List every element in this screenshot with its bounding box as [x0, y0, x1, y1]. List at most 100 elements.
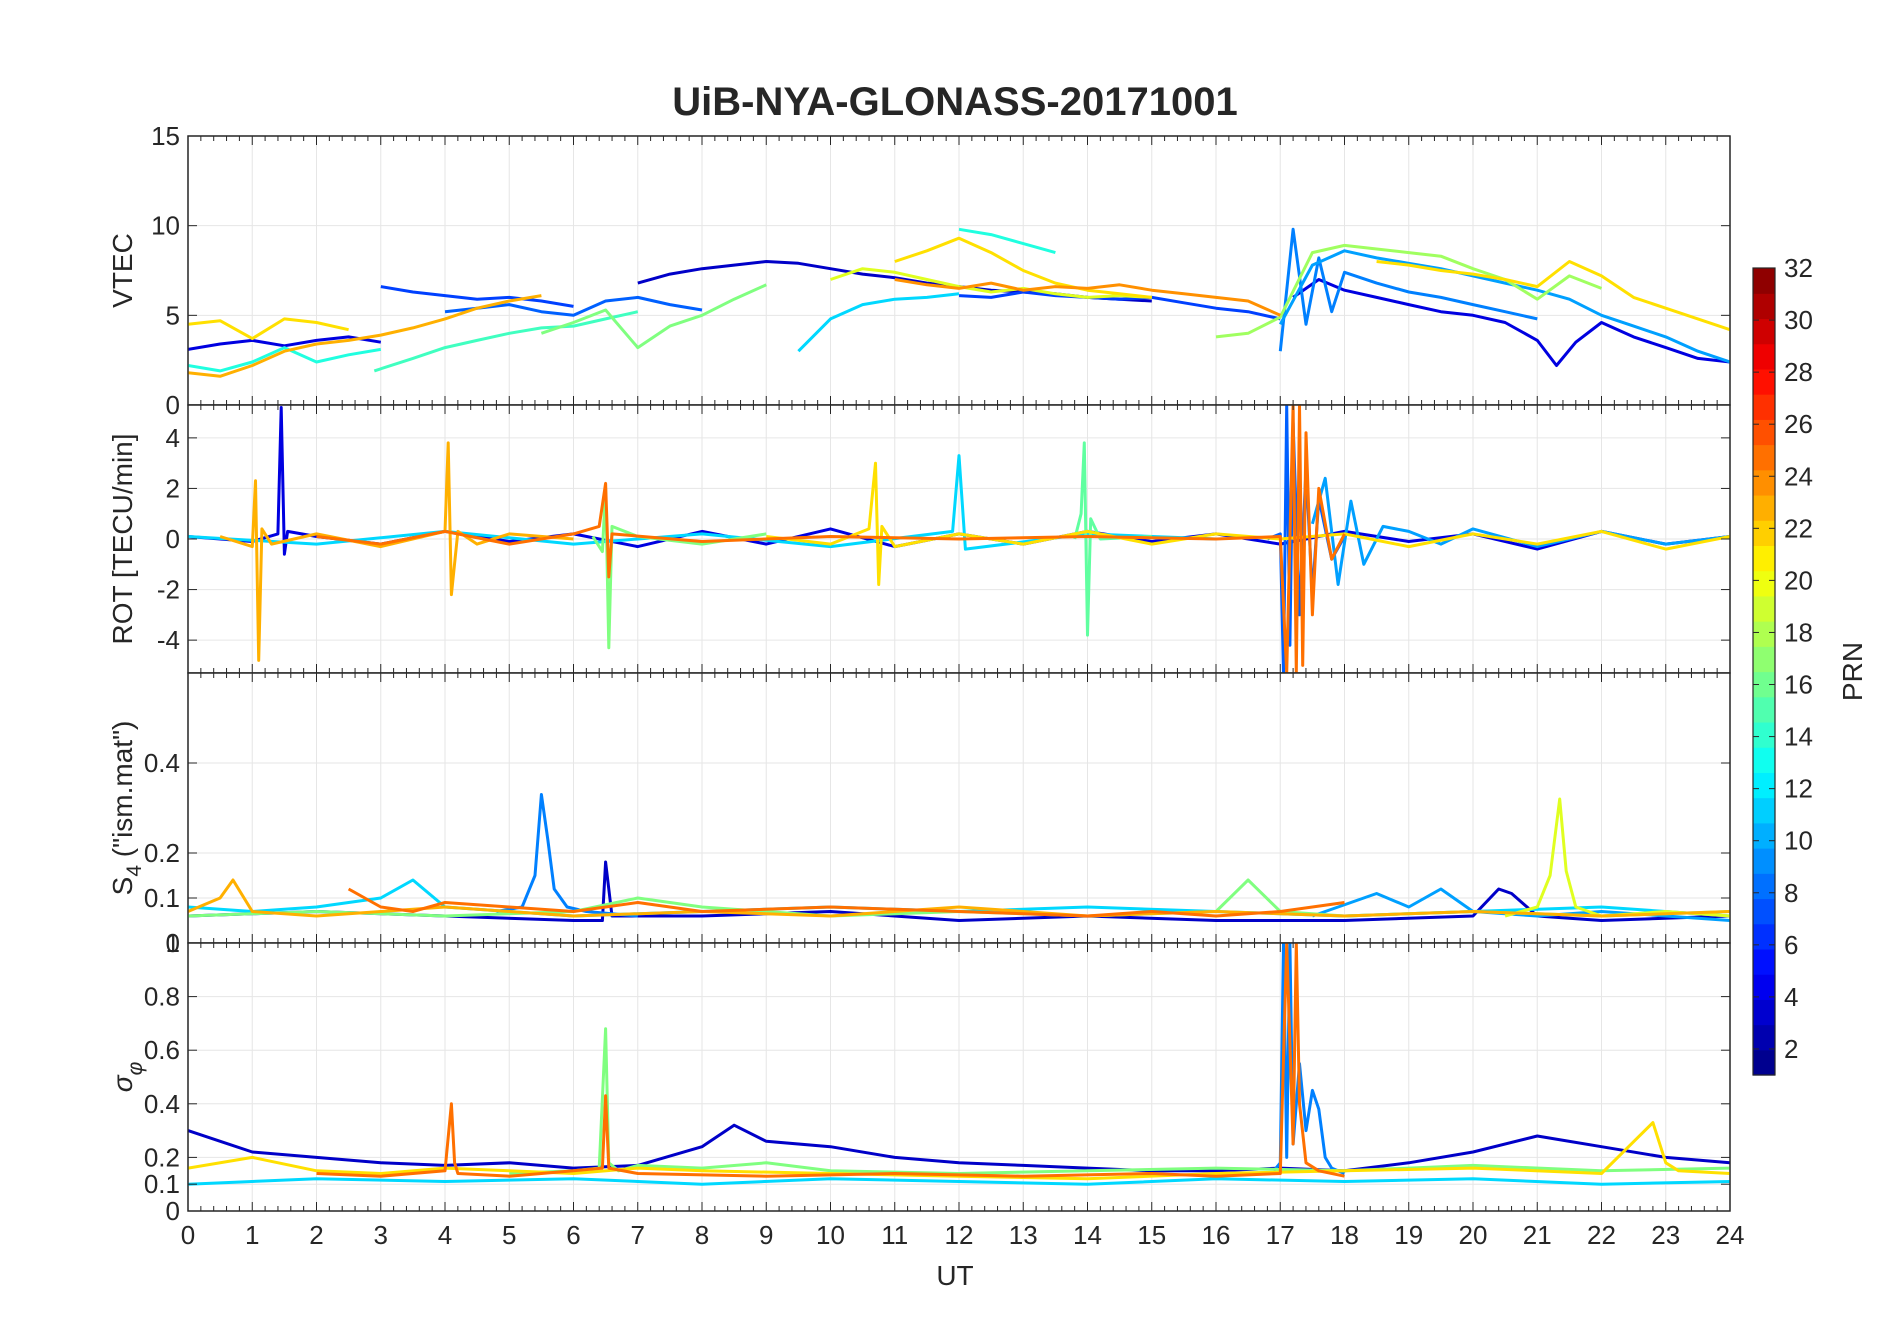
- y-tick-label: 5: [166, 300, 180, 330]
- series-line-prn-8: [1266, 405, 1346, 673]
- panel-sigma-phi-x-ticks: [187, 943, 1731, 1211]
- x-tick-label: 10: [816, 1220, 845, 1250]
- series-line-prn-7: [958, 290, 1281, 321]
- colorbar-swatch: [1753, 646, 1775, 673]
- y-tick-label: -2: [157, 575, 180, 605]
- colorbar-swatch: [1753, 494, 1775, 521]
- colorbar-tick-label: 20: [1784, 565, 1813, 595]
- x-tick-label: 13: [1009, 1220, 1038, 1250]
- y-tick-label: 10: [151, 211, 180, 241]
- x-tick-label: 5: [502, 1220, 516, 1250]
- series-line-prn-13: [188, 346, 382, 373]
- series-line-prn-14: [373, 310, 639, 373]
- series-line-prn-16: [540, 283, 767, 350]
- colorbar-tick-label: 28: [1784, 357, 1813, 387]
- x-tick-label: 24: [1716, 1220, 1745, 1250]
- colorbar-tick-label: 6: [1784, 930, 1798, 960]
- panel-rot-series: [188, 405, 1730, 673]
- x-tick-label: 0: [181, 1220, 195, 1250]
- panel-sigma-phi-series: [188, 943, 1730, 1186]
- colorbar-swatch: [1753, 343, 1775, 370]
- series-line-prn-24: [316, 943, 1345, 1178]
- colorbar-swatch: [1753, 772, 1775, 799]
- colorbar-tick-label: 16: [1784, 670, 1813, 700]
- x-tick-label: 6: [566, 1220, 580, 1250]
- colorbar-swatch: [1753, 974, 1775, 1000]
- series-line-prn-24: [347, 887, 1345, 918]
- series-line-prn-7: [380, 285, 574, 308]
- series-line-prn-4: [188, 335, 382, 351]
- colorbar-swatch: [1753, 293, 1775, 320]
- x-tick-label: 4: [438, 1220, 452, 1250]
- panel-rot: -4 -2 0 2 4 ROT [TECU/min]: [107, 404, 1731, 674]
- series-line-prn-10: [1278, 249, 1730, 364]
- colorbar-tick-label: 2: [1784, 1034, 1798, 1064]
- colorbar-tick-label: 26: [1784, 409, 1813, 439]
- colorbar-swatch: [1753, 545, 1775, 572]
- colorbar-frame: [1752, 267, 1776, 1076]
- panel-s4-x-ticks: [187, 673, 1731, 943]
- series-line-prn-19: [830, 267, 1152, 299]
- colorbar-tick-label: 30: [1784, 305, 1813, 335]
- x-tick-label: 9: [759, 1220, 773, 1250]
- y-tick-label: 0.8: [144, 982, 180, 1012]
- colorbar-tick-label: 22: [1784, 513, 1813, 543]
- y-tick-label: 0.6: [144, 1035, 180, 1065]
- colorbar-tick-label: 32: [1784, 253, 1813, 283]
- colorbar-swatch: [1753, 822, 1775, 849]
- colorbar-swatch: [1753, 570, 1775, 597]
- y-tick-label: 15: [151, 121, 180, 151]
- series-line-prn-20: [188, 317, 349, 341]
- series-line-prn-3: [188, 860, 1730, 922]
- x-tick-label: 17: [1266, 1220, 1295, 1250]
- x-axis-label: UT: [936, 1260, 973, 1291]
- y-tick-label: 0: [166, 390, 180, 420]
- colorbar-swatch: [1753, 318, 1775, 345]
- series-line-prn-9: [1278, 227, 1538, 352]
- x-tick-label: 18: [1330, 1220, 1359, 1250]
- y-axis-label: S4 ("ism.mat"): [107, 721, 146, 896]
- colorbar-swatch: [1753, 520, 1775, 547]
- colorbar-swatch: [1753, 696, 1775, 723]
- y-tick-label: 0.1: [144, 1169, 180, 1199]
- series-line-prn-24: [316, 405, 1346, 673]
- series-line-prn-13: [958, 227, 1056, 255]
- y-axis-label: VTEC: [107, 233, 138, 308]
- series-line-prn-20: [1376, 260, 1730, 332]
- colorbar-swatch: [1753, 621, 1775, 647]
- series-line-prn-22: [188, 294, 542, 378]
- panel-s4: 0 0.1 0.2 0.4S4 ("ism.mat"): [107, 672, 1731, 958]
- x-tick-label: 20: [1459, 1220, 1488, 1250]
- colorbar-swatch: [1753, 368, 1775, 395]
- x-tick-label: 23: [1651, 1220, 1680, 1250]
- colorbar-tick-label: 10: [1784, 826, 1813, 856]
- colorbar-swatch: [1753, 999, 1775, 1026]
- x-tick-label: 21: [1523, 1220, 1552, 1250]
- colorbar-swatch: [1753, 394, 1775, 420]
- series-line-prn-17: [1215, 243, 1603, 339]
- y-tick-label: 0: [166, 928, 180, 958]
- panel-s4-series: [188, 793, 1730, 922]
- series-line-prn-12: [188, 454, 1217, 551]
- colorbar-tick-label: 12: [1784, 774, 1813, 804]
- y-tick-label: 0.2: [144, 1142, 180, 1172]
- x-tick-label: 14: [1073, 1220, 1102, 1250]
- colorbar-swatch: [1753, 721, 1775, 748]
- panel-rot-x-ticks: [187, 405, 1731, 673]
- y-tick-label: 1: [166, 928, 180, 958]
- y-tick-label: 0: [166, 1196, 180, 1226]
- series-line-prn-23: [894, 278, 1281, 317]
- colorbar-swatch: [1753, 948, 1775, 975]
- series-line-prn-4: [1292, 278, 1730, 367]
- colorbar-swatch: [1753, 469, 1775, 496]
- colorbar-swatch: [1753, 747, 1775, 773]
- y-axis-label: σφ: [107, 1061, 147, 1092]
- y-tick-label: 0.4: [144, 1089, 180, 1119]
- y-tick-label: -4: [157, 625, 180, 655]
- x-tick-label: 22: [1587, 1220, 1616, 1250]
- y-tick-label: 2: [166, 473, 180, 503]
- colorbar-tick-label: 14: [1784, 722, 1813, 752]
